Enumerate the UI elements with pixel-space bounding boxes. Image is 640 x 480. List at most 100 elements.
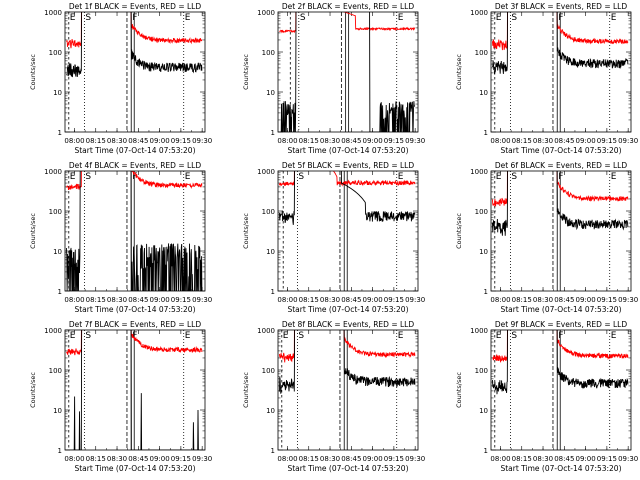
- x-tick-label: 08:15: [299, 296, 319, 304]
- plot-frame: [64, 170, 206, 292]
- x-tick-label: 08:00: [277, 455, 297, 463]
- x-tick-label: 08:15: [86, 455, 106, 463]
- x-tick-label: 08:00: [64, 455, 84, 463]
- x-axis-label: Start Time (07-Oct-14 07:53:20): [500, 146, 621, 155]
- event-marker-label: S: [511, 172, 517, 182]
- x-tick-label: 09:15: [171, 296, 191, 304]
- panel-title: Det 2f BLACK = Events, RED = LLD: [282, 2, 415, 11]
- x-tick-label: 09:00: [576, 455, 596, 463]
- lld-series-line: [278, 330, 416, 363]
- x-tick-label: 09:15: [384, 455, 404, 463]
- event-marker-label: E: [398, 13, 404, 23]
- x-tick-label: 08:00: [64, 137, 84, 145]
- lld-series-line: [66, 330, 203, 356]
- y-tick-label: 1: [58, 129, 62, 137]
- y-tick-label: 1: [484, 129, 488, 137]
- panel-title: Det 3f BLACK = Events, RED = LLD: [495, 2, 628, 11]
- event-marker-label: F: [132, 331, 137, 341]
- y-tick-label: 10: [266, 248, 275, 256]
- event-marker-label: E: [283, 331, 289, 341]
- event-marker-label: E: [611, 13, 617, 23]
- event-marker-label: S: [85, 172, 91, 182]
- event-marker-label: S: [85, 331, 91, 341]
- x-tick-label: 09:15: [171, 137, 191, 145]
- x-tick-label: 09:30: [405, 137, 425, 145]
- y-tick-label: 10: [266, 89, 275, 97]
- panel-det5: Det 5f BLACK = Events, RED = LLD Counts/s…: [242, 161, 425, 314]
- y-axis-label: Counts/sec: [455, 372, 463, 408]
- x-tick-label: 08:45: [128, 137, 148, 145]
- plot-frame: [277, 329, 419, 451]
- y-axis-label: Counts/sec: [455, 213, 463, 249]
- x-tick-label: 09:15: [597, 455, 617, 463]
- x-tick-label: 08:00: [277, 296, 297, 304]
- events-series-line: [279, 12, 416, 132]
- event-marker-label: E: [70, 331, 76, 341]
- plot-frame: [277, 11, 419, 133]
- x-tick-label: 08:30: [533, 455, 553, 463]
- y-tick-label: 1: [58, 447, 62, 455]
- x-axis-label: Start Time (07-Oct-14 07:53:20): [287, 464, 408, 473]
- event-marker-label: E: [496, 172, 502, 182]
- x-tick-label: 09:15: [384, 137, 404, 145]
- events-series-line: [278, 171, 416, 225]
- y-tick-label: 1: [484, 447, 488, 455]
- x-tick-label: 08:00: [490, 296, 510, 304]
- lld-series-line: [491, 12, 629, 51]
- panel-title: Det 8f BLACK = Events, RED = LLD: [282, 320, 415, 329]
- panel-det4: Det 4f BLACK = Events, RED = LLD Counts/s…: [29, 161, 212, 314]
- x-axis-label: Start Time (07-Oct-14 07:53:20): [500, 464, 621, 473]
- plot-frame: [490, 329, 632, 451]
- x-tick-label: 08:15: [86, 296, 106, 304]
- x-axis-label: Start Time (07-Oct-14 07:53:20): [74, 464, 195, 473]
- x-axis-label: Start Time (07-Oct-14 07:53:20): [74, 305, 195, 314]
- event-marker-label: S: [511, 331, 517, 341]
- event-marker-label: E: [496, 13, 502, 23]
- lld-series-line: [492, 330, 629, 363]
- y-tick-label: 1: [58, 288, 62, 296]
- x-tick-label: 09:30: [405, 296, 425, 304]
- y-tick-label: 100: [262, 208, 275, 216]
- plot-frame: [64, 329, 206, 451]
- y-axis-label: Counts/sec: [29, 372, 37, 408]
- x-tick-label: 08:30: [320, 137, 340, 145]
- y-tick-label: 1000: [470, 168, 488, 176]
- x-tick-label: 09:30: [618, 455, 638, 463]
- y-tick-label: 100: [49, 208, 62, 216]
- events-series-line: [66, 12, 203, 78]
- y-tick-label: 1000: [44, 168, 62, 176]
- event-marker-label: E: [496, 331, 502, 341]
- y-tick-label: 100: [475, 208, 488, 216]
- x-tick-label: 08:30: [107, 137, 127, 145]
- x-tick-label: 08:45: [554, 137, 574, 145]
- x-tick-label: 09:30: [618, 296, 638, 304]
- x-axis-label: Start Time (07-Oct-14 07:53:20): [287, 146, 408, 155]
- x-tick-label: 08:00: [490, 137, 510, 145]
- lld-series-line: [279, 12, 416, 34]
- y-axis-label: Counts/sec: [455, 54, 463, 90]
- x-tick-label: 08:15: [512, 296, 532, 304]
- x-tick-label: 08:15: [86, 137, 106, 145]
- event-marker-label: E: [611, 172, 617, 182]
- event-marker-label: E: [70, 13, 76, 23]
- x-tick-label: 08:15: [512, 137, 532, 145]
- panel-det3: Det 3f BLACK = Events, RED = LLD Counts/s…: [455, 2, 638, 155]
- plot-frame: [490, 170, 632, 292]
- event-marker-label: E: [611, 331, 617, 341]
- x-tick-label: 08:45: [341, 137, 361, 145]
- x-tick-label: 09:30: [405, 455, 425, 463]
- y-tick-label: 1000: [257, 9, 275, 17]
- y-tick-label: 100: [475, 367, 488, 375]
- y-tick-label: 1000: [470, 327, 488, 335]
- x-tick-label: 08:30: [533, 296, 553, 304]
- x-tick-label: 09:30: [192, 296, 212, 304]
- y-tick-label: 100: [475, 49, 488, 57]
- x-tick-label: 08:30: [533, 137, 553, 145]
- x-tick-label: 08:45: [341, 455, 361, 463]
- event-marker-label: S: [298, 172, 304, 182]
- x-axis-label: Start Time (07-Oct-14 07:53:20): [500, 305, 621, 314]
- x-axis-label: Start Time (07-Oct-14 07:53:20): [287, 305, 408, 314]
- x-tick-label: 09:00: [363, 455, 383, 463]
- x-tick-label: 08:45: [554, 296, 574, 304]
- panel-title: Det 7f BLACK = Events, RED = LLD: [69, 320, 202, 329]
